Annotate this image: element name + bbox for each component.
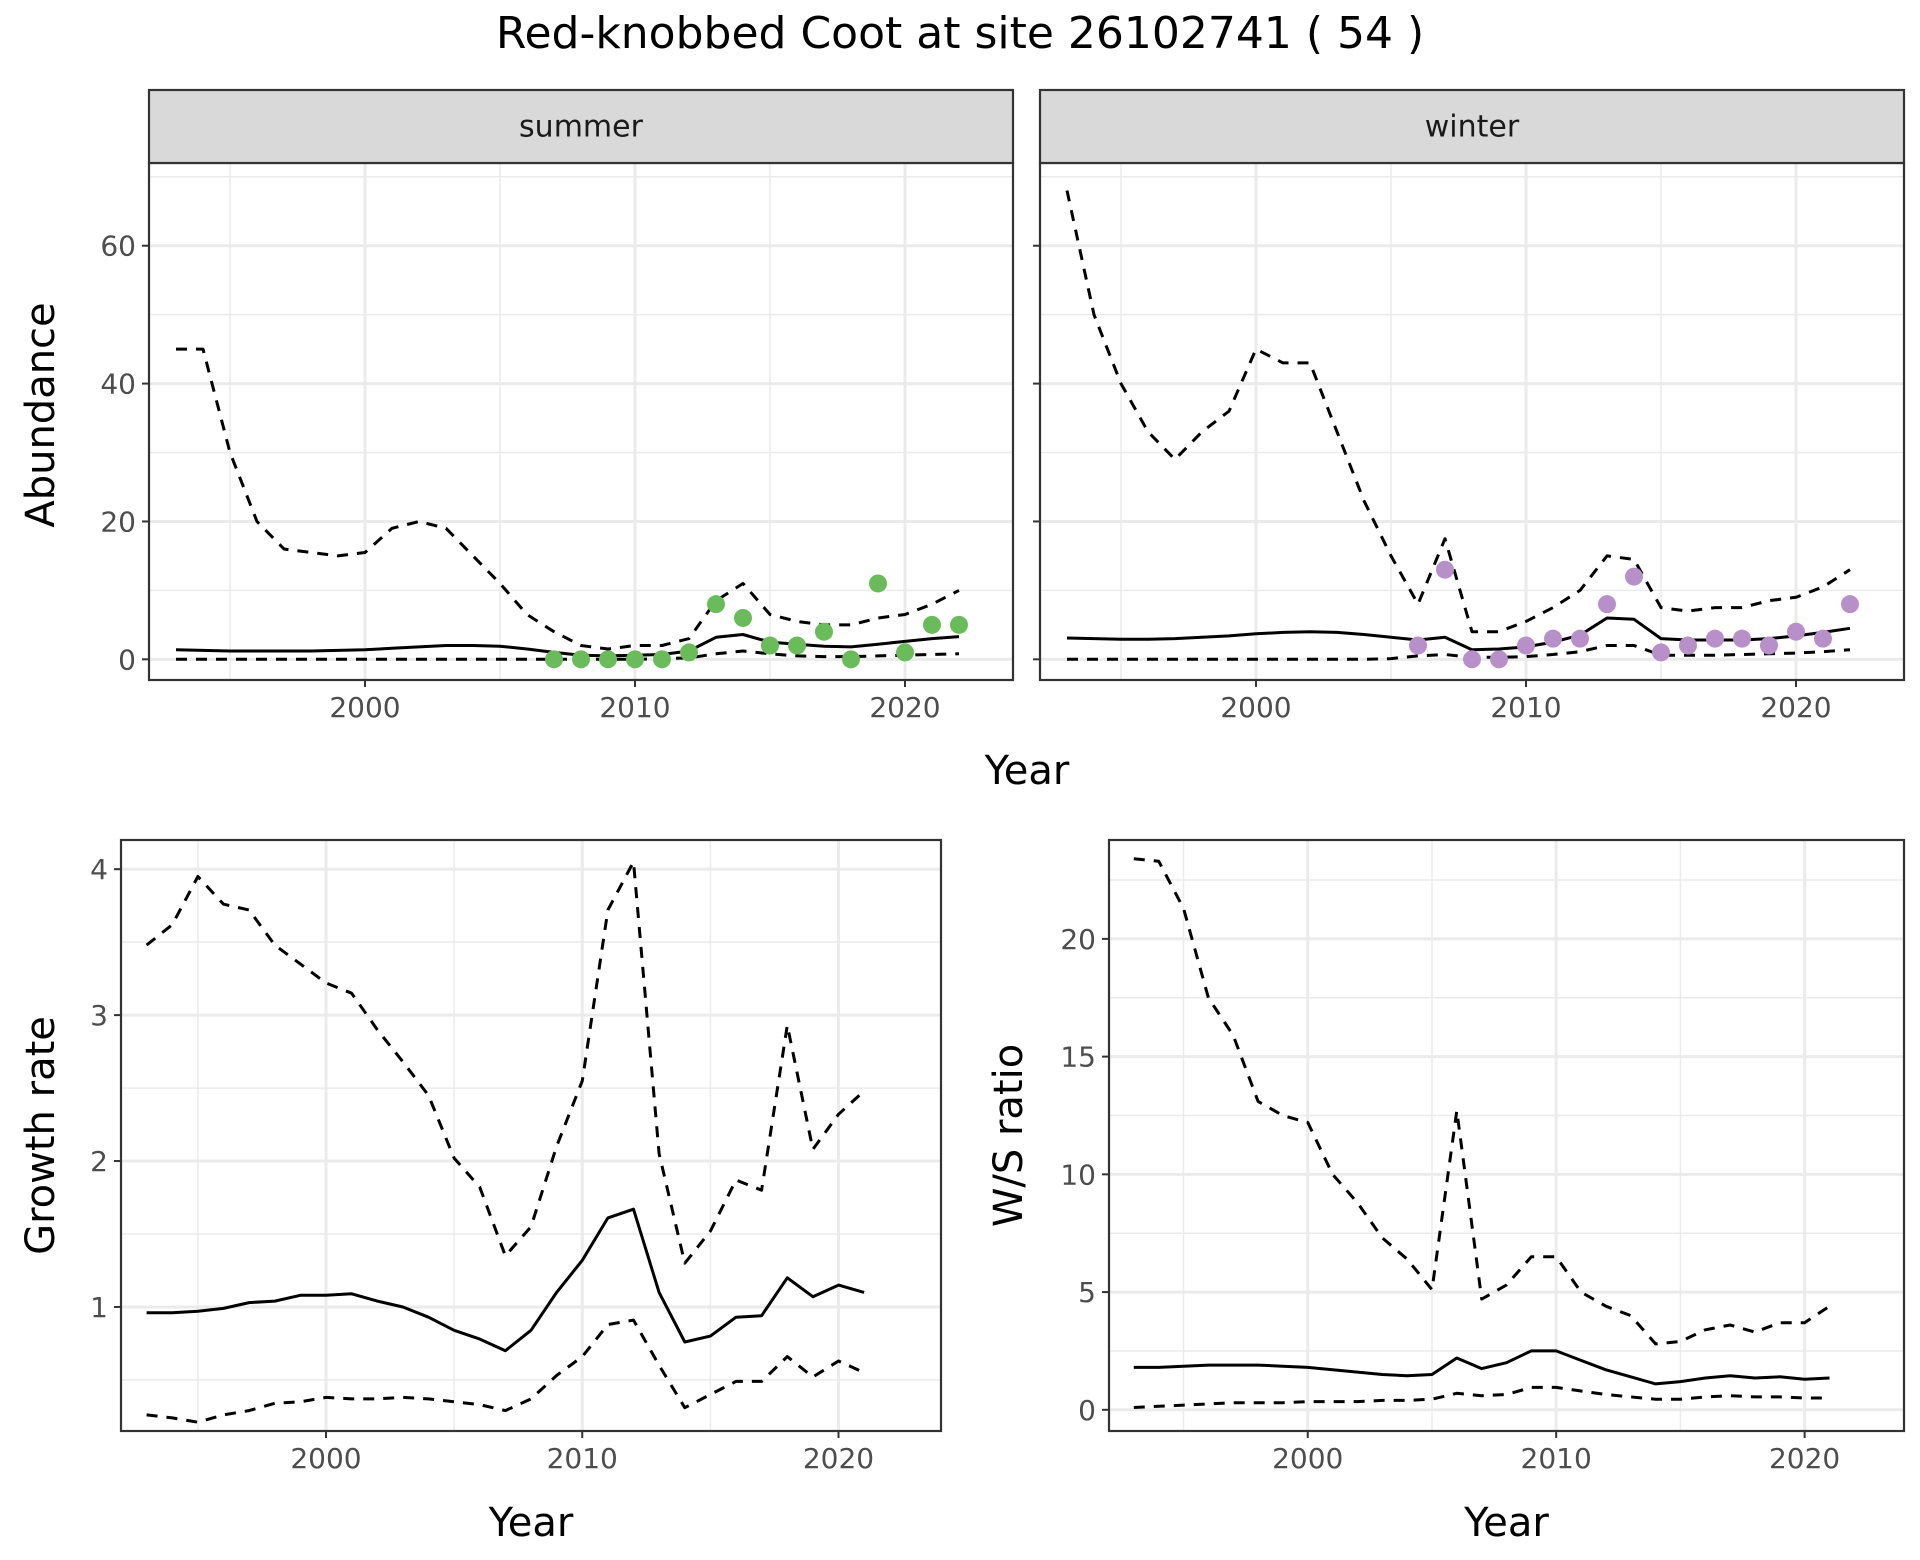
observation-point xyxy=(1706,629,1724,648)
observation-point xyxy=(842,650,860,669)
y-tick-label: 10 xyxy=(1060,1158,1096,1191)
series-estimate-line xyxy=(1133,1349,1830,1386)
observation-point xyxy=(653,650,671,669)
x-tick-label: 2020 xyxy=(1769,1442,1840,1475)
growth-rate-panel: 2000 2010 2020 1 2 3 4 Year Growth rate xyxy=(18,838,943,1546)
panel-background xyxy=(121,840,941,1431)
observation-point xyxy=(1760,636,1778,655)
y-tick-label: 3 xyxy=(90,999,108,1032)
observation-point xyxy=(1544,629,1562,648)
observation-point xyxy=(1517,636,1535,655)
ws-ratio-panel: 2000 2010 2020 0 5 10 15 20 Year W/S ratio xyxy=(986,838,1906,1546)
y-tick-label: 5 xyxy=(1078,1276,1096,1309)
facet-strip xyxy=(1038,88,1906,165)
facet-strip xyxy=(147,88,1015,165)
y-tick-label: 60 xyxy=(100,230,136,263)
abundance-x-axis-label: Year xyxy=(984,748,1070,794)
panel-border xyxy=(1107,838,1906,1433)
y-tick-label: 0 xyxy=(118,643,136,676)
panel-background xyxy=(1109,840,1904,1431)
observation-point xyxy=(1436,560,1454,579)
series-lower-line xyxy=(1067,644,1851,661)
panel-background xyxy=(1040,163,1904,680)
observation-point xyxy=(599,650,617,669)
y-tick-label: 15 xyxy=(1060,1041,1096,1074)
observation-point xyxy=(761,636,779,655)
observation-point xyxy=(707,595,725,614)
series-lower-line xyxy=(176,649,960,661)
x-tick-label: 2010 xyxy=(1490,691,1561,724)
observation-point xyxy=(734,608,752,627)
x-tick-label: 2010 xyxy=(547,1442,618,1475)
y-axis-label: Growth rate xyxy=(18,1016,64,1255)
observation-point xyxy=(1814,629,1832,648)
observation-point xyxy=(680,643,698,662)
observation-point xyxy=(1841,595,1859,614)
observation-point xyxy=(1571,629,1589,648)
y-axis-label: W/S ratio xyxy=(986,1044,1032,1227)
y-tick-label: 0 xyxy=(1078,1394,1096,1427)
x-tick-label: 2020 xyxy=(869,691,940,724)
x-tick-label: 2000 xyxy=(1272,1442,1343,1475)
plot-title: Red-knobbed Coot at site 26102741 ( 54 ) xyxy=(496,8,1424,59)
observation-point xyxy=(626,650,644,669)
observation-point xyxy=(1409,636,1427,655)
facet-strip-label: summer xyxy=(519,110,644,145)
winter-abundance-panel: winter 2000 2010 2020 xyxy=(1033,88,1906,724)
observation-point xyxy=(923,615,941,634)
observation-point xyxy=(1733,629,1751,648)
series-lower-line xyxy=(146,1318,865,1424)
y-tick-label: 2 xyxy=(90,1145,108,1178)
series-estimate-line xyxy=(175,633,960,658)
y-tick-label: 20 xyxy=(1060,923,1096,956)
x-tick-label: 2020 xyxy=(1760,691,1831,724)
series-upper-line xyxy=(1133,857,1831,1346)
observation-point xyxy=(1787,622,1805,641)
observation-point xyxy=(1463,650,1481,669)
x-tick-label: 2010 xyxy=(1521,1442,1592,1475)
y-tick-label: 4 xyxy=(90,853,108,886)
y-tick-label: 40 xyxy=(100,368,136,401)
x-tick-label: 2000 xyxy=(1220,691,1291,724)
series-upper-line xyxy=(1065,190,1851,634)
observation-point xyxy=(1652,643,1670,662)
x-tick-label: 2000 xyxy=(329,691,400,724)
observation-point xyxy=(869,574,887,593)
x-tick-label: 2000 xyxy=(290,1442,361,1475)
observation-point xyxy=(788,636,806,655)
panel-background xyxy=(149,163,1013,680)
x-tick-label: 2010 xyxy=(599,691,670,724)
observation-point xyxy=(815,622,833,641)
series-lower-line xyxy=(1133,1385,1830,1409)
y-tick-label: 20 xyxy=(100,505,136,538)
observation-point xyxy=(1625,567,1643,586)
observation-point xyxy=(1490,650,1508,669)
series-upper-line xyxy=(145,860,866,1265)
observation-point xyxy=(545,650,563,669)
observation-point xyxy=(950,615,968,634)
summer-abundance-panel: summer 2000 2010 2020 0 20 40 60 xyxy=(100,88,1015,724)
x-axis-label: Year xyxy=(1463,1500,1549,1546)
series-estimate-line xyxy=(146,1207,865,1353)
observation-point xyxy=(896,643,914,662)
observation-point xyxy=(572,650,590,669)
observation-point xyxy=(1679,636,1697,655)
x-axis-label: Year xyxy=(488,1500,574,1546)
panel-border xyxy=(119,838,943,1433)
x-tick-label: 2020 xyxy=(803,1442,874,1475)
facet-strip-label: winter xyxy=(1425,110,1520,145)
y-tick-label: 1 xyxy=(90,1291,108,1324)
abundance-y-axis-label: Abundance xyxy=(18,302,64,527)
observation-point xyxy=(1598,595,1616,614)
